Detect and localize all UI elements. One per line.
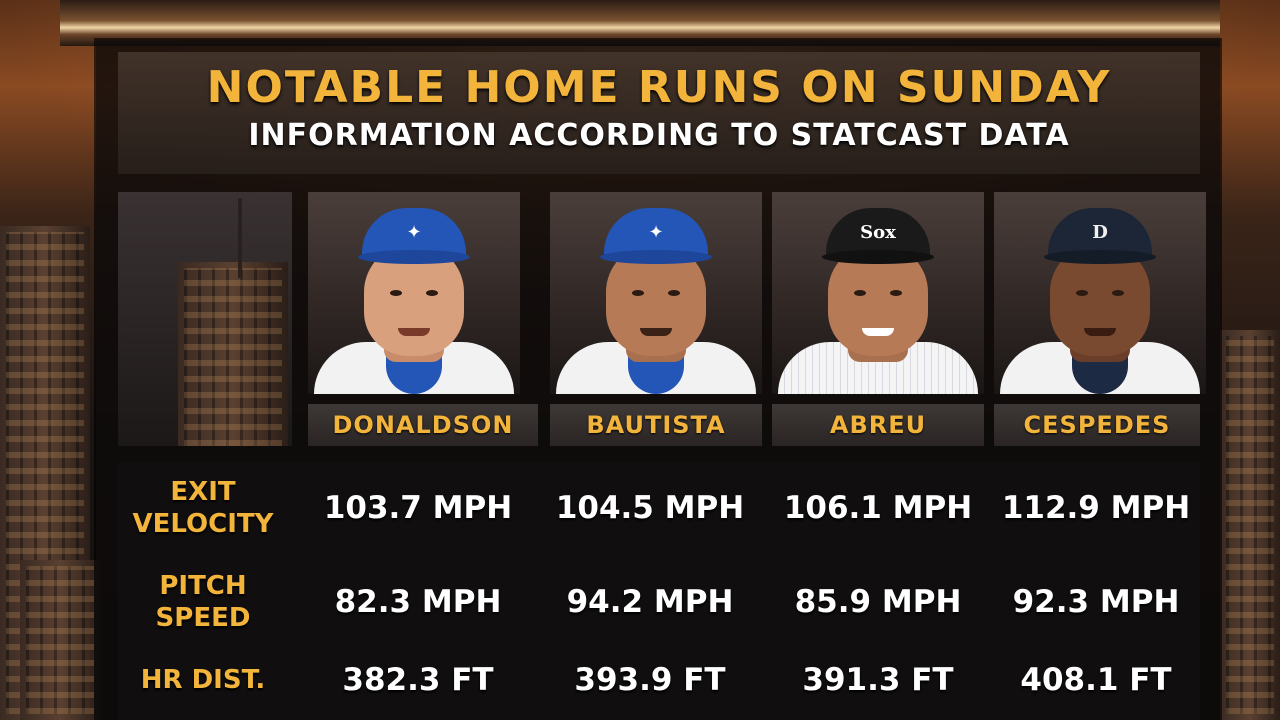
pitch-speed-cespedes: 92.3 MPH bbox=[1012, 584, 1180, 620]
player-photo-bautista: ✦ bbox=[550, 192, 762, 394]
skyline-label-column bbox=[118, 192, 292, 446]
tigers-logo-icon: D bbox=[1092, 222, 1108, 243]
stats-table bbox=[118, 462, 1200, 720]
row-label-exit-velocity: EXIT VELOCITY bbox=[132, 477, 274, 539]
hr-distance-bautista: 393.9 FT bbox=[574, 662, 726, 698]
hr-distance-cespedes: 408.1 FT bbox=[1020, 662, 1172, 698]
exit-velocity-bautista: 104.5 MPH bbox=[555, 490, 745, 526]
page-subtitle: INFORMATION ACCORDING TO STATCAST DATA bbox=[248, 118, 1070, 153]
pitch-speed-donaldson: 82.3 MPH bbox=[334, 584, 502, 620]
hr-distance-donaldson: 382.3 FT bbox=[342, 662, 494, 698]
exit-velocity-donaldson: 103.7 MPH bbox=[323, 490, 513, 526]
player-photo-donaldson: ✦ bbox=[308, 192, 520, 394]
row-label-pitch-speed: PITCH SPEED bbox=[155, 571, 251, 633]
exit-velocity-abreu: 106.1 MPH bbox=[783, 490, 973, 526]
row-label-hr-distance: HR DIST. bbox=[140, 665, 266, 695]
player-name-cespedes: CESPEDES bbox=[994, 404, 1200, 446]
page-title: NOTABLE HOME RUNS ON SUNDAY bbox=[206, 62, 1112, 113]
right-skyline-building bbox=[1220, 330, 1280, 720]
player-name-abreu: ABREU bbox=[772, 404, 984, 446]
player-photo-cespedes: D bbox=[994, 192, 1206, 394]
player-photo-abreu: Sox bbox=[772, 192, 984, 394]
player-name-bautista: BAUTISTA bbox=[550, 404, 762, 446]
exit-velocity-cespedes: 112.9 MPH bbox=[1001, 490, 1191, 526]
player-name-donaldson: DONALDSON bbox=[308, 404, 538, 446]
header-banner: NOTABLE HOME RUNS ON SUNDAY INFORMATION … bbox=[118, 52, 1200, 174]
blue-jays-logo-icon: ✦ bbox=[648, 222, 664, 243]
pitch-speed-abreu: 85.9 MPH bbox=[794, 584, 962, 620]
hr-distance-abreu: 391.3 FT bbox=[802, 662, 954, 698]
pitch-speed-bautista: 94.2 MPH bbox=[566, 584, 734, 620]
blue-jays-logo-icon: ✦ bbox=[406, 222, 422, 243]
white-sox-logo-icon: Sox bbox=[860, 222, 896, 243]
left-skyline-building-short bbox=[20, 560, 100, 720]
metallic-top-bar bbox=[60, 0, 1220, 46]
